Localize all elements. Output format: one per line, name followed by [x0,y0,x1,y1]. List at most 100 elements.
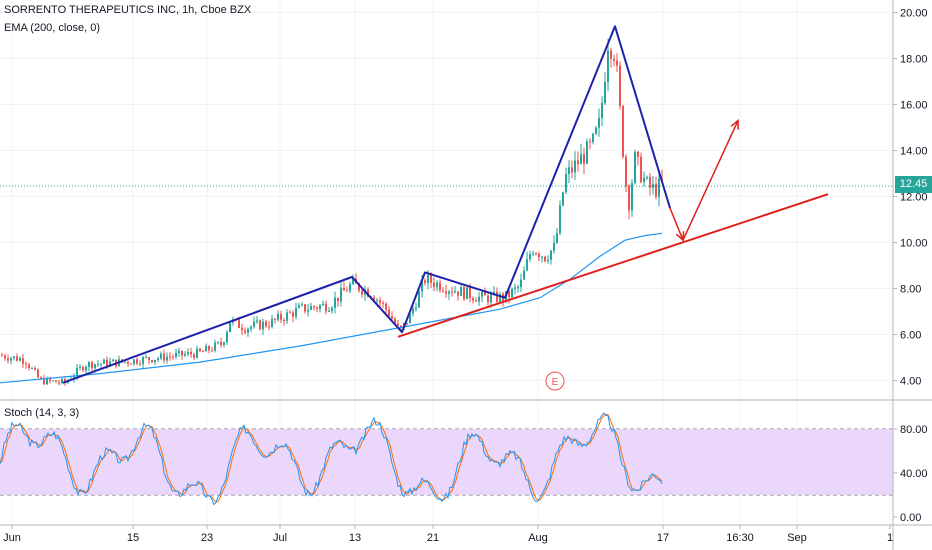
candle-body [454,291,456,293]
candle-body [184,354,186,356]
candle-body [460,287,462,296]
candle-body [112,359,114,362]
candle-body [379,299,381,303]
candle-body [271,318,273,328]
pattern-line [62,25,671,384]
candle-body [523,270,525,280]
candle-body [391,316,393,319]
candle-body [487,295,489,303]
arrow-head [730,119,739,130]
y-tick-label: 14.00 [900,146,928,158]
x-tick-label: 15 [127,532,139,544]
candle-body [571,167,573,173]
y-tick-label: 6.00 [900,330,921,342]
candle-body [547,259,549,262]
candle-body [253,321,255,327]
candle-body [202,351,204,353]
candle-body [301,304,303,306]
candle-body [418,291,420,308]
candle-body [559,205,561,234]
candle-body [49,378,51,381]
candle-body [244,330,246,333]
candle-body [307,309,309,312]
candle-body [622,106,624,157]
candle-body [451,291,453,293]
candle-body [607,50,609,82]
candle-body [421,280,423,292]
candle-body [13,356,15,359]
candle-body [442,290,444,292]
candle-body [346,290,348,292]
candle-body [145,357,147,359]
candle-body [322,303,324,306]
candle-body [535,253,537,255]
ema-legend: EMA (200, close, 0) [4,22,100,34]
candle-body [580,154,582,165]
candle-body [409,313,411,324]
candle-body [220,342,222,345]
candle-body [298,305,300,308]
candle-body [292,312,294,317]
candle-body [295,307,297,317]
candle-body [82,366,84,371]
y-tick-label: 16.00 [900,100,928,112]
candle-body [316,307,318,309]
candle-body [616,60,618,66]
candle-body [274,318,276,320]
candle-body [193,354,195,358]
stoch-band [0,429,893,495]
candle-body [382,302,384,304]
candle-body [634,151,636,184]
candle-body [652,183,654,188]
candle-body [10,358,12,361]
candle-body [208,345,210,351]
candle-body [604,81,606,103]
candle-body [586,141,588,164]
candle-body [124,361,126,363]
candle-body [625,156,627,187]
candle-body [427,274,429,284]
candle-body [385,303,387,310]
y-tick-label: 8.00 [900,284,921,296]
candle-body [136,359,138,364]
candle-body [166,356,168,361]
candle-body [178,350,180,353]
earnings-label: E [552,377,559,388]
candle-body [643,178,645,183]
x-tick-label: Sep [787,532,807,544]
candle-body [313,306,315,308]
candle-body [238,318,240,328]
candle-body [259,320,261,330]
candle-body [469,287,471,299]
candle-body [448,291,450,294]
drawings[interactable] [62,25,829,384]
candle-body [241,327,243,331]
candle-body [472,298,474,301]
candle-body [217,342,219,344]
candle-body [85,366,87,371]
candle-body [544,256,546,262]
candle-body [250,326,252,329]
candle-body [436,282,438,288]
current-price-badge: 12.45 [895,176,932,193]
stoch-tick-label: 80.00 [900,424,928,436]
candle-body [319,305,321,309]
candle-body [268,326,270,328]
candle-body [592,133,594,142]
x-tick-label: 21 [427,532,439,544]
candle-body [286,312,288,321]
candles [1,38,663,387]
candle-body [247,328,249,333]
candle-body [55,380,57,383]
candle-body [19,358,21,361]
candle-body [283,319,285,321]
candle-body [169,356,171,358]
candle-body [337,297,339,302]
stoch-k-line [0,412,663,506]
candle-body [52,380,54,382]
candle-body [22,358,24,364]
candle-body [433,282,435,288]
candle-body [328,310,330,312]
earnings-marker[interactable]: E [545,371,565,391]
